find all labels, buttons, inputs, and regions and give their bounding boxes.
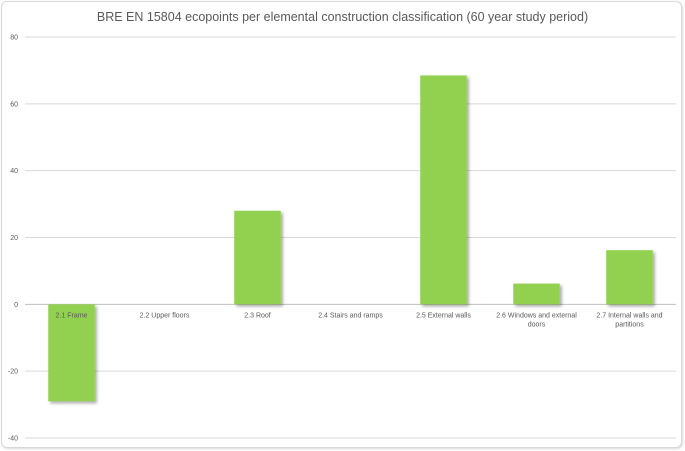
- category-label: 2.1 Frame: [56, 312, 88, 319]
- category-label: 2.4 Stairs and ramps: [318, 312, 383, 319]
- y-tick-label: -40: [8, 436, 18, 443]
- bar: [513, 283, 560, 305]
- bar: [234, 210, 281, 305]
- bar: [606, 250, 653, 305]
- y-tick-label: 0: [14, 302, 18, 309]
- bar: [48, 304, 95, 402]
- y-axis-ticks: -40 -20 0 20 40 60 80: [8, 35, 18, 443]
- y-tick-label: 60: [10, 101, 18, 108]
- category-label: 2.6 Windows and external doors: [496, 312, 577, 328]
- category-label: 2.5 External walls: [416, 312, 471, 319]
- y-tick-label: 40: [10, 168, 18, 175]
- category-labels: 2.1 Frame 2.2 Upper floors 2.3 Roof 2.4 Sta…: [56, 312, 663, 328]
- category-label: 2.2 Upper floors: [140, 312, 190, 319]
- bars: [48, 75, 653, 402]
- chart-title: BRE EN 15804 ecopoints per elemental con…: [96, 10, 589, 24]
- y-tick-label: 20: [10, 235, 18, 242]
- gridlines: [25, 36, 676, 439]
- y-tick-label: -20: [8, 369, 18, 376]
- category-label: 2.3 Roof: [244, 312, 271, 319]
- category-label: 2.7 Internal walls and partitions: [596, 312, 662, 328]
- bar: [420, 75, 467, 305]
- y-tick-label: 80: [10, 35, 18, 42]
